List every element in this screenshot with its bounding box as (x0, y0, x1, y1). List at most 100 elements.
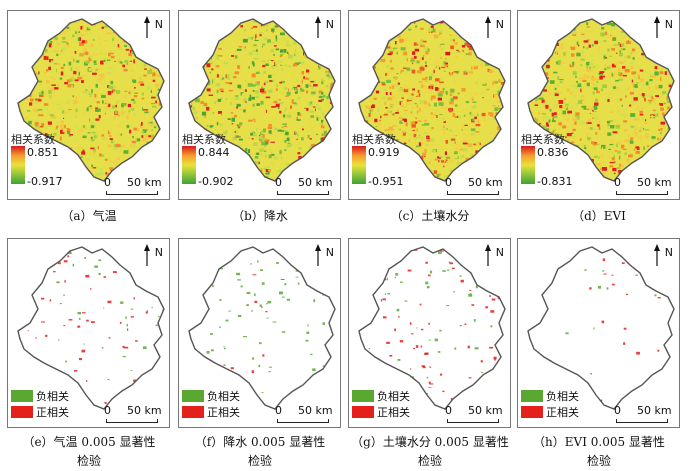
scale-zero-label: 0 (104, 404, 111, 417)
caption-g-line2: 检验 (417, 454, 442, 468)
map-panel-h: N 0 50 km 负相关正相关 (517, 238, 680, 428)
caption-c: （c）土壤水分 (390, 209, 470, 223)
scale-bar: 0 50 km (445, 404, 507, 426)
map-panel-a: N 0 50 km 相关系数 0.851 -0.917 (7, 10, 170, 200)
north-label: N (495, 18, 504, 31)
legend-color-ramp (182, 146, 196, 184)
legend-color-ramp (11, 146, 25, 184)
scale-zero-label: 0 (614, 176, 621, 189)
caption-h-line2: 检验 (586, 454, 611, 468)
north-label: N (664, 18, 673, 31)
legend-swatch (182, 390, 204, 402)
north-label: N (154, 246, 163, 259)
scale-line (106, 191, 158, 195)
scale-zero-label: 0 (275, 404, 282, 417)
scale-distance-label: 50 km (637, 404, 672, 417)
north-label: N (154, 18, 163, 31)
legend-swatch (182, 406, 204, 418)
scale-distance-label: 50 km (468, 404, 503, 417)
north-label: N (325, 18, 334, 31)
legend-label: 负相关 (36, 390, 69, 403)
legend-label: 正相关 (377, 406, 410, 419)
scale-bar: 0 50 km (275, 404, 337, 426)
scale-bar: 0 50 km (104, 176, 166, 198)
region-map (17, 246, 165, 410)
legend-swatch (521, 406, 543, 418)
map-panel-e: N 0 50 km 负相关正相关 (7, 238, 170, 428)
legend-title: 相关系数 (521, 133, 565, 146)
north-arrow-icon (141, 15, 161, 39)
region-map (358, 18, 506, 182)
region-map (188, 18, 336, 182)
scale-distance-label: 50 km (127, 404, 162, 417)
scale-bar: 0 50 km (275, 176, 337, 198)
scale-line (447, 191, 499, 195)
scale-line (616, 419, 668, 423)
legend-swatch (11, 406, 33, 418)
legend-label: 负相关 (546, 390, 579, 403)
caption-f-line2: 检验 (247, 454, 272, 468)
legend-max-value: 0.851 (27, 146, 59, 159)
legend-label: 负相关 (377, 390, 410, 403)
caption-a: （a）气温 (61, 209, 117, 223)
scale-bar: 0 50 km (445, 176, 507, 198)
scale-zero-label: 0 (104, 176, 111, 189)
legend-title: 相关系数 (11, 133, 55, 146)
map-panel-c: N 0 50 km 相关系数 0.919 -0.951 (348, 10, 511, 200)
north-arrow-icon (651, 15, 671, 39)
scale-line (447, 419, 499, 423)
scale-line (277, 419, 329, 423)
scale-distance-label: 50 km (637, 176, 672, 189)
caption-e-line2: 检验 (76, 454, 101, 468)
scale-bar: 0 50 km (104, 404, 166, 426)
scale-line (106, 419, 158, 423)
north-label: N (664, 246, 673, 259)
scale-distance-label: 50 km (127, 176, 162, 189)
legend-label: 正相关 (36, 406, 69, 419)
map-panel-g: N 0 50 km 负相关 正相关 (348, 238, 511, 428)
caption-h-line1: （h）EVI 0.005 显著性 (533, 435, 665, 449)
legend-swatch (352, 406, 374, 418)
caption-g-line1: （g）土壤水分 0.005 显著性 (351, 435, 509, 449)
map-panel-f: N 0 50 km 负相关正相关 (178, 238, 341, 428)
legend-label: 正相关 (546, 406, 579, 419)
legend-title: 相关系数 (182, 133, 226, 146)
north-arrow-icon (482, 15, 502, 39)
scale-zero-label: 0 (275, 176, 282, 189)
legend-label: 正相关 (207, 406, 240, 419)
legend-max-value: 0.836 (537, 146, 569, 159)
north-arrow-icon (312, 15, 332, 39)
scale-line (616, 191, 668, 195)
legend-label: 负相关 (207, 390, 240, 403)
caption-b: （b）降水 (232, 209, 288, 223)
legend-min-value: -0.917 (27, 175, 63, 188)
scale-zero-label: 0 (445, 404, 452, 417)
north-arrow-icon (482, 243, 502, 267)
scale-zero-label: 0 (614, 404, 621, 417)
scale-distance-label: 50 km (298, 176, 333, 189)
caption-f-line1: （f）降水 0.005 显著性 (194, 435, 326, 449)
legend-min-value: -0.831 (537, 175, 573, 188)
north-arrow-icon (312, 243, 332, 267)
scale-zero-label: 0 (445, 176, 452, 189)
region-map (527, 18, 675, 182)
legend-min-value: -0.951 (368, 175, 404, 188)
scale-line (277, 191, 329, 195)
legend-color-ramp (352, 146, 366, 184)
scale-bar: 0 50 km (614, 176, 676, 198)
legend-swatch (521, 390, 543, 402)
caption-d: （d）EVI (572, 209, 626, 223)
scale-distance-label: 50 km (298, 404, 333, 417)
caption-e-line1: （e）气温 0.005 显著性 (22, 435, 156, 449)
region-map (17, 18, 165, 182)
region-map (188, 246, 336, 410)
map-panel-b: N 0 50 km 相关系数 0.844 -0.902 (178, 10, 341, 200)
legend-max-value: 0.919 (368, 146, 400, 159)
legend-title: 相关系数 (352, 133, 396, 146)
scale-distance-label: 50 km (468, 176, 503, 189)
north-arrow-icon (141, 243, 161, 267)
legend-swatch (352, 390, 374, 402)
north-label: N (325, 246, 334, 259)
region-map (527, 246, 675, 410)
legend-max-value: 0.844 (198, 146, 230, 159)
